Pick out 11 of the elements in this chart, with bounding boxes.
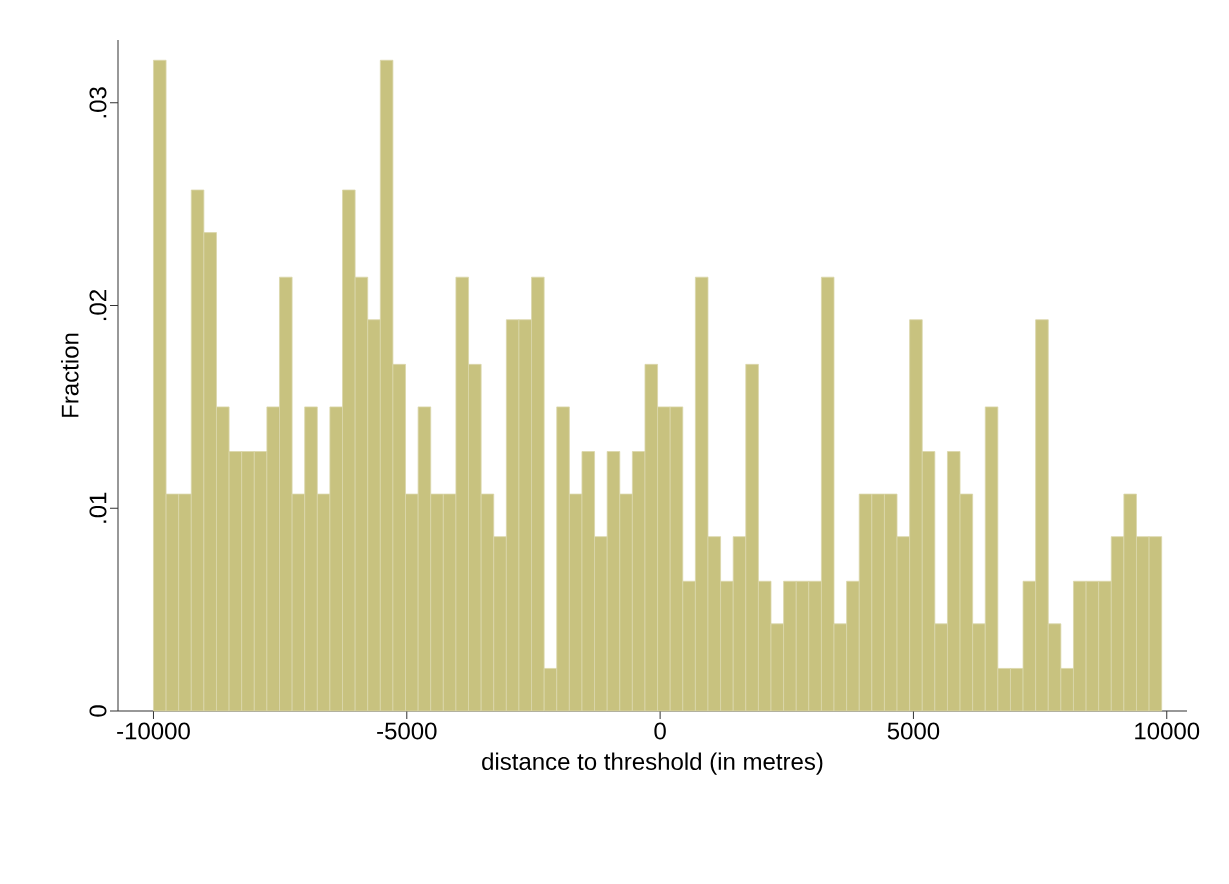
x-axis-title: distance to threshold (in metres) (482, 752, 823, 775)
x-tick-label: -10000 (117, 722, 190, 740)
x-tick-label: 5000 (887, 722, 940, 740)
y-axis-title: Fraction (60, 333, 79, 417)
x-tick-label: 10000 (1135, 722, 1200, 740)
y-tick-label: .03 (89, 87, 107, 118)
y-tick-label: .01 (89, 492, 107, 523)
y-tick-label: .02 (89, 290, 107, 321)
x-tick-label: 0 (654, 722, 666, 740)
y-tick-label: 0 (89, 705, 107, 717)
x-tick-label: -5000 (377, 722, 437, 740)
